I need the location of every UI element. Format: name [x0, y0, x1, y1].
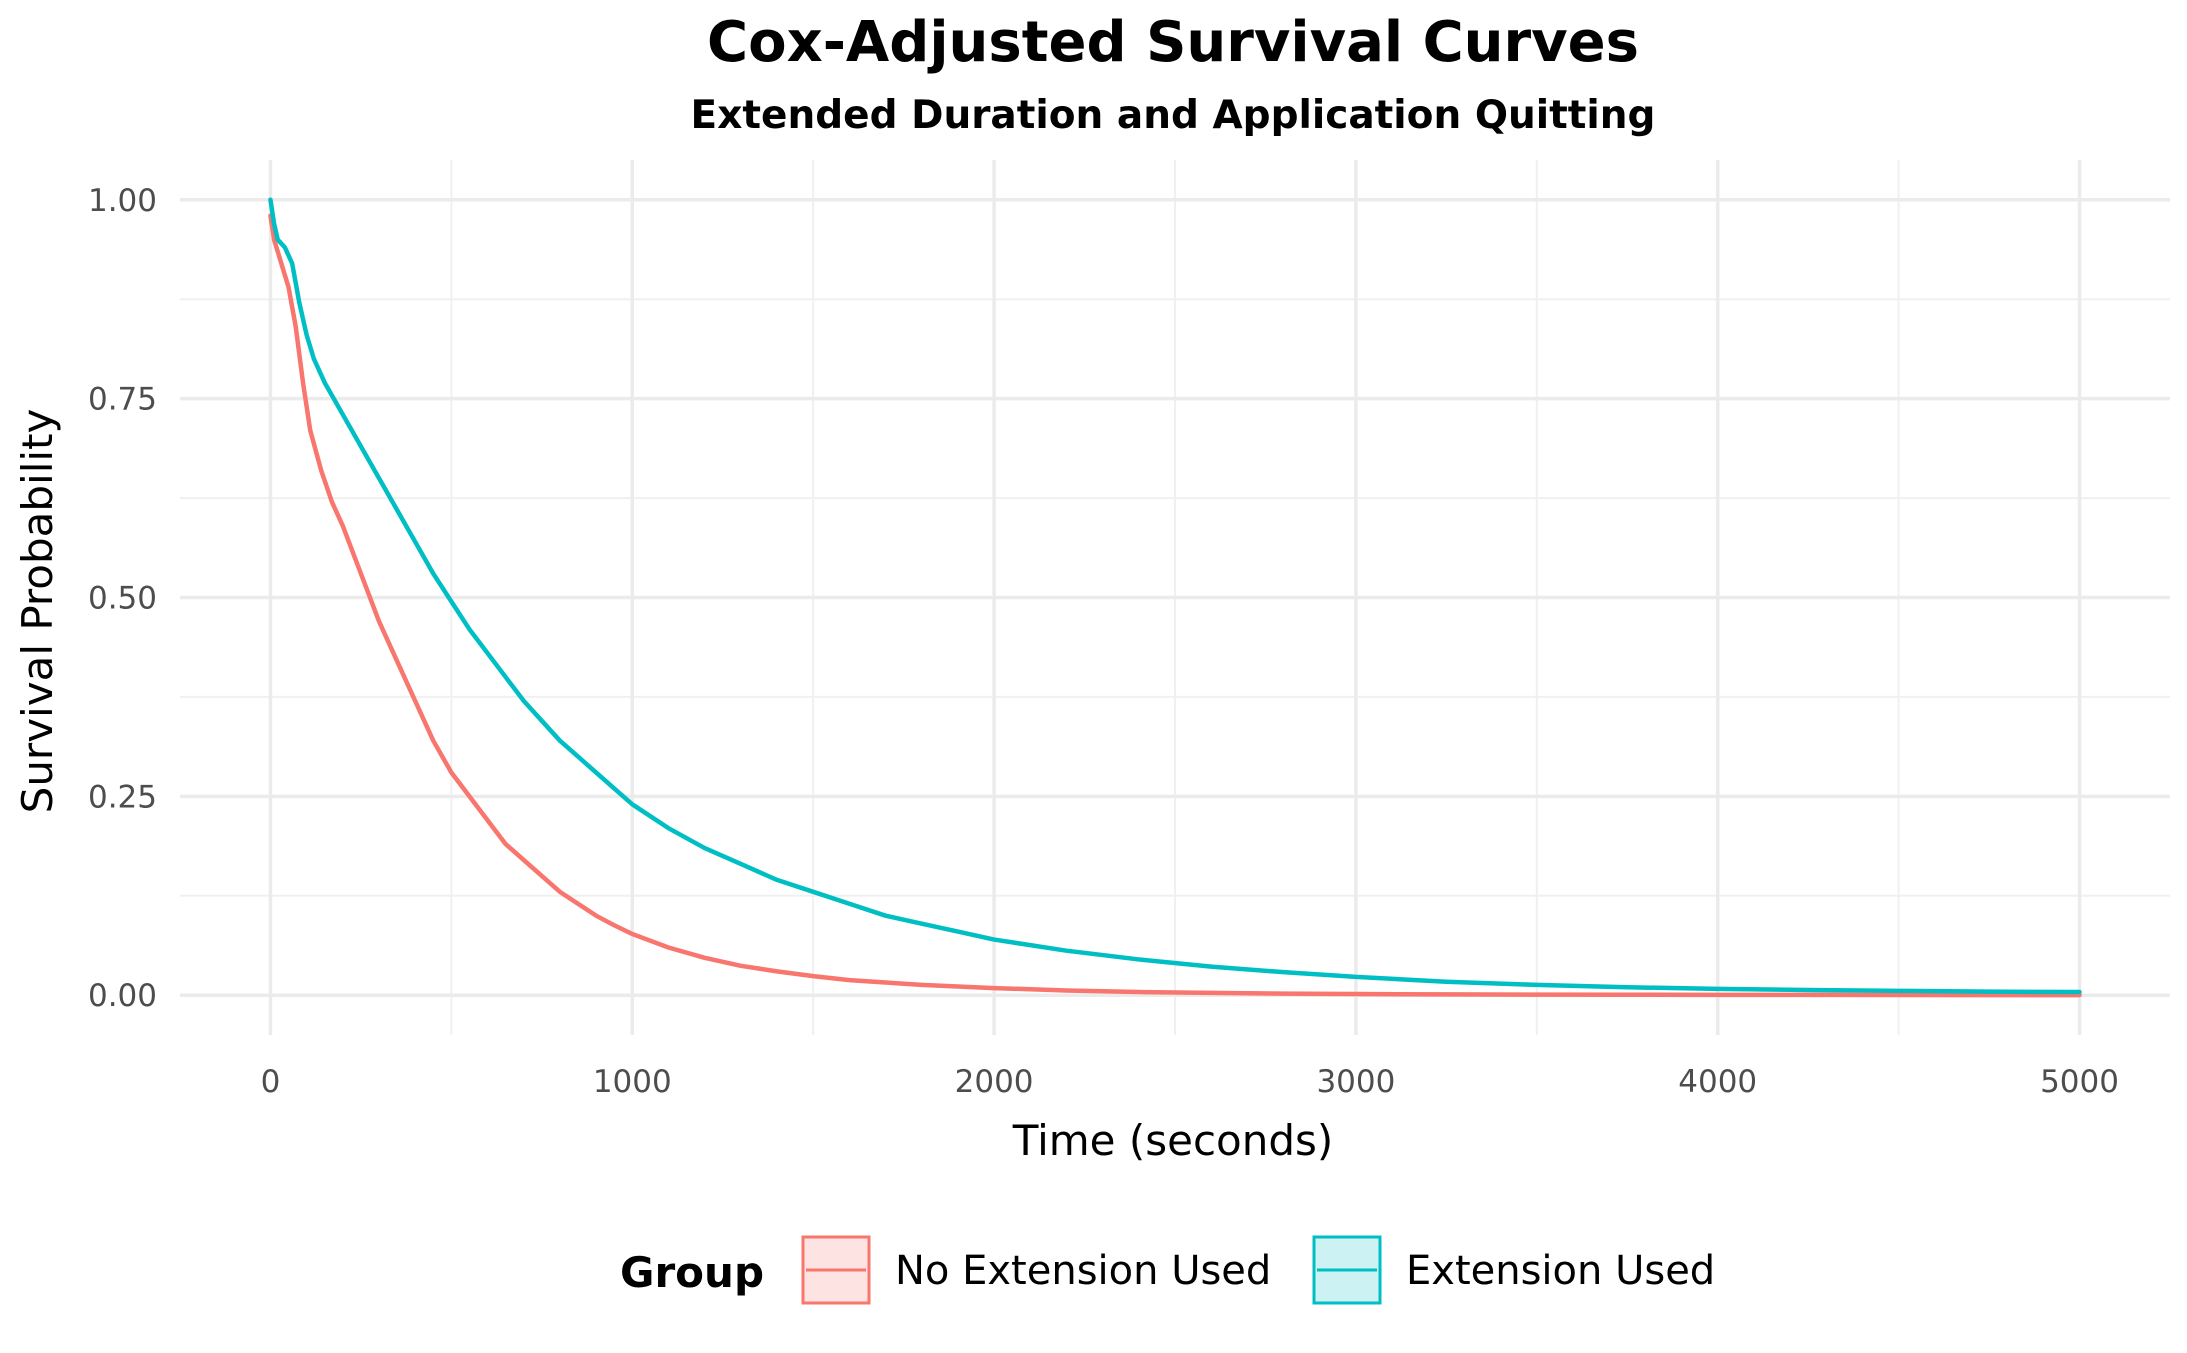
- x-axis-label: Time (seconds): [1012, 1116, 1334, 1165]
- legend: Group No Extension Used Extension Used: [620, 1235, 1715, 1305]
- y-tick-label: 0.75: [88, 382, 157, 418]
- x-tick-label: 0: [261, 1064, 281, 1100]
- y-tick-label: 0.25: [88, 779, 157, 815]
- x-tick-label: 2000: [955, 1064, 1034, 1100]
- series-line-extension: [268, 197, 2082, 995]
- x-tick-label: 1000: [593, 1064, 672, 1100]
- chart-title: Cox-Adjusted Survival Curves: [707, 10, 1639, 75]
- legend-item-no-extension: No Extension Used: [801, 1235, 1271, 1305]
- series-lines: [268, 197, 2082, 998]
- legend-label-no-extension: No Extension Used: [895, 1248, 1271, 1294]
- legend-title: Group: [620, 1248, 764, 1297]
- x-tick-label: 3000: [1316, 1064, 1395, 1100]
- chart-subtitle: Extended Duration and Application Quitti…: [691, 93, 1656, 138]
- y-tick-label: 0.50: [88, 581, 157, 617]
- x-axis-ticks: 0 1000 2000 3000 4000 5000: [261, 1064, 2119, 1100]
- y-tick-label: 0.00: [88, 978, 157, 1014]
- y-tick-label: 1.00: [88, 183, 157, 219]
- legend-item-extension: Extension Used: [1312, 1235, 1715, 1305]
- grid: [180, 160, 2170, 1035]
- series-line-no-extension: [268, 213, 2082, 998]
- x-tick-label: 5000: [2040, 1064, 2119, 1100]
- y-axis-ticks: 0.00 0.25 0.50 0.75 1.00: [88, 183, 157, 1014]
- y-axis-label: Survival Probability: [13, 409, 62, 814]
- x-tick-label: 4000: [1678, 1064, 1757, 1100]
- legend-label-extension: Extension Used: [1406, 1248, 1715, 1294]
